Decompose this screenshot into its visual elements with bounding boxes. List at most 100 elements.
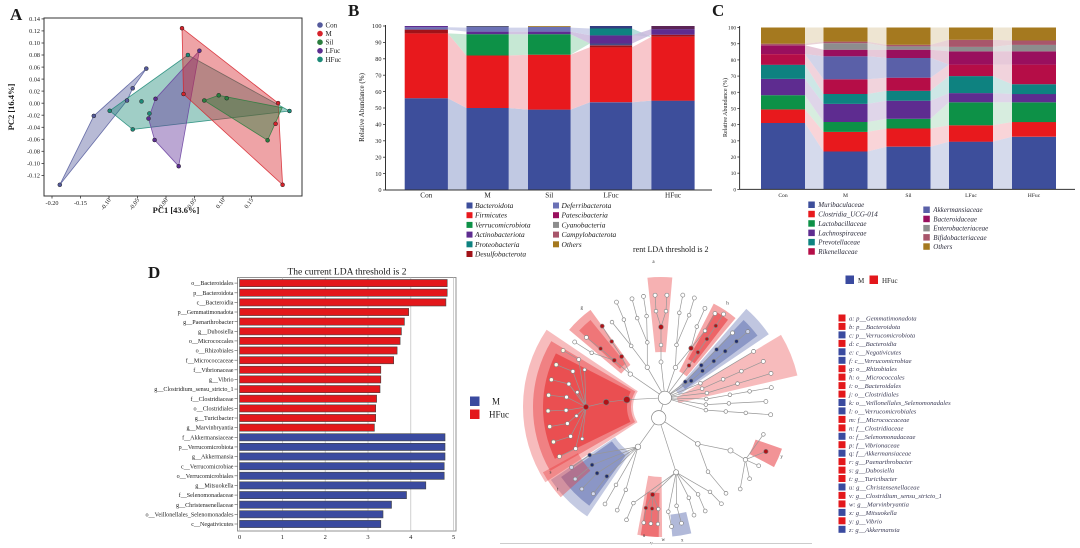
svg-text:Rikenellaceae: Rikenellaceae	[817, 248, 857, 256]
svg-text:100: 100	[728, 26, 736, 32]
svg-text:u: u	[643, 534, 646, 539]
svg-text:s: s	[549, 470, 551, 475]
svg-text:w: w	[662, 538, 666, 543]
svg-text:M: M	[484, 191, 491, 199]
svg-text:o__Bacteroidales: o__Bacteroidales	[191, 281, 234, 287]
svg-text:o__Veillonellales_Selenomonada: o__Veillonellales_Selenomonadales	[146, 512, 235, 518]
svg-text:80: 80	[731, 58, 737, 64]
svg-text:g__Vibrio: g__Vibrio	[209, 378, 234, 384]
svg-text:HFuc: HFuc	[489, 410, 509, 420]
svg-text:d: c__Bacteroidia: d: c__Bacteroidia	[849, 341, 897, 348]
svg-text:a: a	[652, 260, 655, 265]
svg-text:0.00: 0.00	[158, 197, 170, 210]
svg-text:50: 50	[375, 105, 381, 112]
svg-text:The current LDA threshold is 2: The current LDA threshold is 2	[288, 268, 407, 278]
svg-text:20: 20	[375, 154, 381, 161]
svg-text:PC1 [43.6%]: PC1 [43.6%]	[153, 205, 200, 215]
svg-text:HFuc: HFuc	[326, 56, 342, 64]
svg-text:0.12: 0.12	[29, 28, 40, 35]
svg-text:n: f__Clostridiaceae: n: f__Clostridiaceae	[849, 425, 903, 432]
svg-text:Bifidobacteriaceae: Bifidobacteriaceae	[933, 234, 986, 242]
svg-text:0.10: 0.10	[29, 40, 40, 47]
svg-text:M: M	[492, 397, 500, 407]
svg-text:Muribaculaceae: Muribaculaceae	[817, 201, 864, 209]
svg-text:Enterobacteriaceae: Enterobacteriaceae	[932, 225, 988, 233]
svg-text:-0.10: -0.10	[100, 197, 113, 212]
svg-text:10: 10	[375, 171, 381, 178]
svg-text:Sil: Sil	[905, 193, 912, 199]
svg-text:0.10: 0.10	[215, 197, 227, 210]
svg-text:rent LDA threshold is 2: rent LDA threshold is 2	[633, 245, 709, 254]
svg-text:Sil: Sil	[545, 191, 553, 199]
svg-text:40: 40	[375, 122, 381, 129]
svg-text:-0.04: -0.04	[27, 124, 40, 131]
svg-text:Lachnospiraceae: Lachnospiraceae	[817, 229, 866, 237]
svg-text:Con: Con	[326, 21, 338, 29]
svg-text:j: o__Clostridiales: j: o__Clostridiales	[848, 392, 899, 399]
svg-text:-0.08: -0.08	[27, 149, 40, 156]
svg-text:Patescibacteria: Patescibacteria	[561, 211, 609, 220]
svg-text:D: D	[148, 263, 160, 282]
svg-text:c__Negativicutes: c__Negativicutes	[191, 522, 234, 528]
svg-text:f__Akkermansiaceae: f__Akkermansiaceae	[182, 434, 234, 441]
svg-text:20: 20	[731, 155, 737, 161]
svg-text:A: A	[10, 5, 23, 24]
svg-text:p: f__Vibrionaceae: p: f__Vibrionaceae	[848, 442, 900, 449]
svg-text:f__Selenomonadaceae: f__Selenomonadaceae	[179, 492, 234, 499]
svg-text:g__Dubosiella: g__Dubosiella	[198, 329, 234, 335]
svg-text:-0.20: -0.20	[46, 200, 59, 207]
svg-text:Bacteroidota: Bacteroidota	[475, 201, 514, 210]
svg-text:o__Rhizobiales: o__Rhizobiales	[196, 349, 235, 355]
svg-text:v: g__Clostridium_sensu_strict: v: g__Clostridium_sensu_stricto_1	[849, 493, 942, 500]
svg-text:Relative Abundance (%): Relative Abundance (%)	[358, 72, 366, 141]
svg-text:30: 30	[731, 139, 737, 145]
svg-text:B: B	[348, 1, 359, 20]
svg-text:o: f__Selenomonadaceae: o: f__Selenomonadaceae	[849, 434, 916, 441]
svg-text:g__Mitsuokella: g__Mitsuokella	[195, 484, 234, 490]
svg-text:c: p__Verrucomicrobiota: c: p__Verrucomicrobiota	[849, 332, 916, 339]
svg-text:f: c__Verrucomicrobiae: f: c__Verrucomicrobiae	[849, 358, 912, 365]
svg-text:g__Christensenellaceae: g__Christensenellaceae	[176, 503, 234, 509]
svg-text:50: 50	[731, 106, 737, 112]
svg-text:Cyanobacteria: Cyanobacteria	[562, 220, 606, 229]
svg-text:5: 5	[452, 534, 455, 541]
svg-text:0.06: 0.06	[29, 64, 40, 71]
svg-text:HFuc: HFuc	[665, 191, 681, 199]
svg-text:Clostridia_UCG-014: Clostridia_UCG-014	[818, 211, 878, 219]
svg-text:-0.10: -0.10	[27, 161, 40, 168]
svg-text:HFuc: HFuc	[882, 277, 898, 285]
svg-text:q: f__Akkermansiaceae: q: f__Akkermansiaceae	[849, 451, 911, 458]
svg-text:-0.06: -0.06	[27, 137, 40, 144]
svg-text:Desulfobacterota: Desulfobacterota	[474, 250, 526, 259]
svg-text:p__Gemmatimonadota: p__Gemmatimonadota	[178, 310, 234, 316]
svg-text:Bacteroidaceae: Bacteroidaceae	[933, 215, 977, 223]
svg-text:60: 60	[375, 89, 381, 96]
svg-text:0.14: 0.14	[29, 16, 40, 23]
svg-text:x: g__Mitsuokella: x: g__Mitsuokella	[848, 510, 897, 517]
svg-text:f__Micrococcaceae: f__Micrococcaceae	[186, 357, 234, 364]
svg-text:v: v	[650, 542, 653, 547]
svg-text:w: g__Marvinbryantia: w: g__Marvinbryantia	[849, 501, 910, 508]
svg-text:HFuc: HFuc	[1028, 193, 1041, 199]
svg-text:2: 2	[324, 534, 327, 541]
svg-text:h: o__Micrococcales: h: o__Micrococcales	[849, 375, 905, 382]
svg-text:M: M	[843, 193, 848, 199]
svg-text:-0.15: -0.15	[74, 200, 87, 207]
svg-text:f__Vibrionaceae: f__Vibrionaceae	[193, 367, 234, 374]
svg-text:g__Akkermansia: g__Akkermansia	[192, 455, 234, 461]
svg-text:70: 70	[375, 72, 381, 79]
svg-text:u: g__Christensenellaceae: u: g__Christensenellaceae	[849, 485, 920, 492]
svg-text:0.02: 0.02	[29, 88, 40, 95]
svg-text:Actinobacteriota: Actinobacteriota	[474, 230, 525, 239]
svg-text:1: 1	[281, 534, 284, 541]
svg-text:Firmicutes: Firmicutes	[474, 211, 507, 220]
svg-text:Deferribacterota: Deferribacterota	[561, 201, 612, 210]
svg-text:Others: Others	[562, 240, 582, 249]
svg-text:x: x	[681, 538, 684, 543]
svg-text:Con: Con	[420, 191, 432, 199]
svg-text:g__Marvinbryantia: g__Marvinbryantia	[186, 426, 233, 432]
svg-text:o__Micrococcales: o__Micrococcales	[189, 339, 234, 345]
svg-text:i: o__Bacteroidales: i: o__Bacteroidales	[849, 383, 901, 390]
svg-text:Lactobacillaceae: Lactobacillaceae	[817, 220, 866, 228]
svg-text:o__Verrucomicrobiales: o__Verrucomicrobiales	[177, 474, 234, 480]
